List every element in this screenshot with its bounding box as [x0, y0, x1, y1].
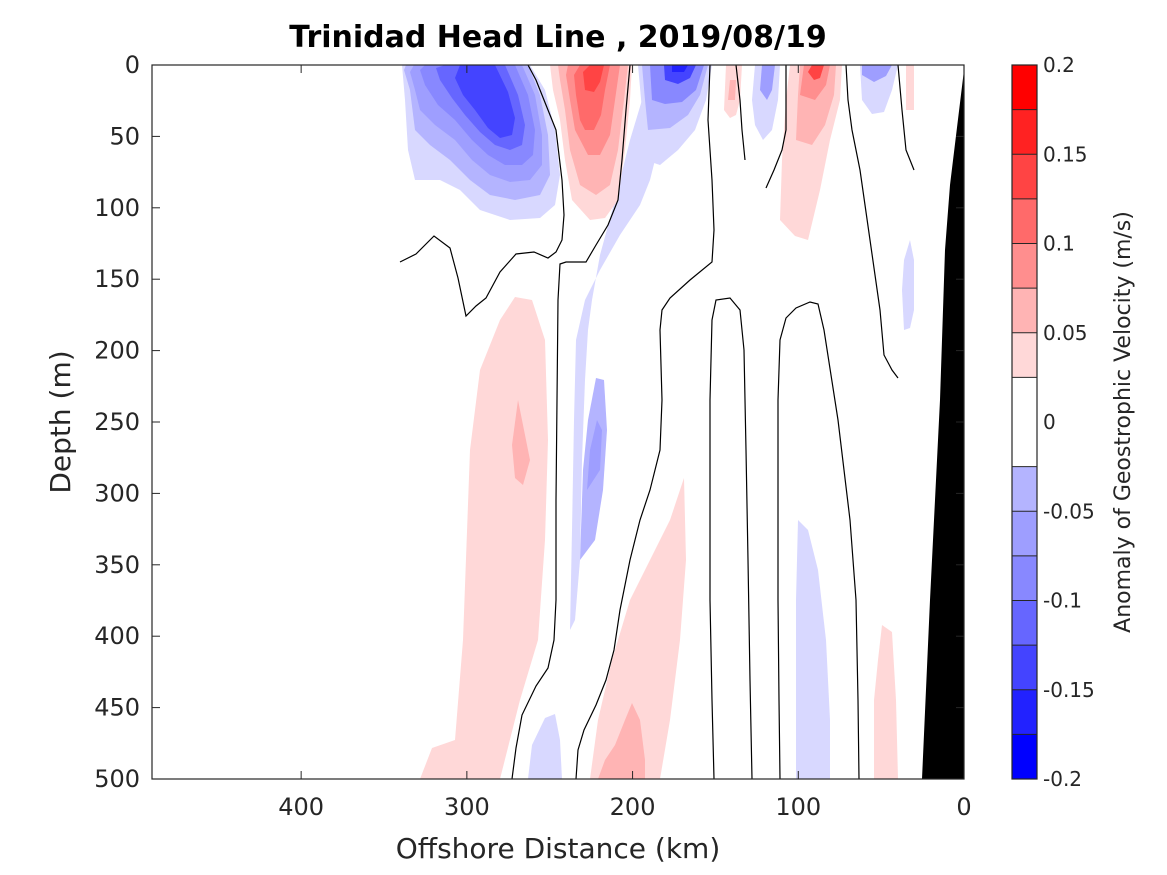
- colorbar-label: Anomaly of Geostrophic Velocity (m/s): [1111, 211, 1136, 633]
- colorbar-band: [1012, 332, 1037, 378]
- contour-fills: [402, 65, 914, 779]
- fill-neg-upper-115-b: [760, 65, 775, 100]
- colorbar-tick-label: 0: [1043, 410, 1056, 434]
- x-axis: 400 300 200 100 0: [278, 65, 972, 821]
- colorbar-band: [1012, 377, 1037, 467]
- x-tick-label: 400: [278, 793, 324, 821]
- fill-neg-mid-core2: [587, 420, 602, 490]
- fill-neg-upper-115: [752, 65, 780, 140]
- bottom-mask: [922, 70, 964, 779]
- colorbar-band: [1012, 734, 1037, 779]
- contour-line-6: [735, 65, 746, 161]
- y-tick-label: 350: [94, 551, 140, 579]
- colorbar-tick-label: 0.15: [1043, 142, 1088, 166]
- y-tick-label: 450: [94, 694, 140, 722]
- colorbar-tick-label: -0.05: [1043, 499, 1095, 523]
- y-axis: 0 50 100 150 200 250 300 350 400 450 500: [94, 51, 964, 793]
- y-tick-label: 200: [94, 337, 140, 365]
- colorbar-band: [1012, 198, 1037, 244]
- y-tick-label: 150: [94, 265, 140, 293]
- fill-pos-deep-east: [874, 625, 898, 779]
- y-tick-label: 500: [94, 765, 140, 793]
- colorbar-tick-label: -0.1: [1043, 589, 1082, 613]
- contour-line-3: [575, 65, 715, 779]
- fill-neg-upper-175-e: [672, 65, 688, 72]
- colorbar: -0.2 -0.15 -0.1 -0.05 0 0.05 0.1 0.15 0.2: [1011, 53, 1095, 791]
- fill-neg-upper-50-b: [862, 65, 892, 82]
- contour-line-1: [399, 65, 565, 318]
- y-tick-label: 0: [125, 51, 140, 79]
- chart-title: Trinidad Head Line , 2019/08/19: [289, 20, 826, 55]
- fill-pos-deep-mid: [590, 478, 686, 779]
- contour-line-2: [511, 65, 631, 779]
- colorbar-tick-label: -0.2: [1043, 767, 1082, 791]
- y-tick-label: 50: [109, 122, 140, 150]
- y-tick-label: 100: [94, 194, 140, 222]
- colorbar-band: [1012, 154, 1037, 199]
- colorbar-band: [1012, 555, 1037, 601]
- fill-pos-upper-east-c: [800, 65, 830, 100]
- contour-line-5: [777, 301, 860, 779]
- x-tick-label: 300: [444, 793, 490, 821]
- fill-pos-upper-230-e: [583, 65, 604, 92]
- contour-line-7: [765, 65, 787, 189]
- fill-neg-deep-east: [796, 520, 830, 779]
- colorbar-tick-label: 0.05: [1043, 321, 1088, 345]
- colorbar-band: [1012, 645, 1037, 690]
- contour-line-8: [845, 65, 899, 379]
- colorbar-tick-label: 0.1: [1043, 232, 1075, 256]
- colorbar-band: [1012, 511, 1037, 556]
- colorbar-tick-label: -0.15: [1043, 678, 1095, 702]
- colorbar-band: [1012, 243, 1037, 289]
- zero-contours: [399, 65, 915, 779]
- fill-pos-deep-west-core: [512, 400, 530, 485]
- fill-neg-deep-small: [528, 714, 562, 779]
- y-tick-label: 400: [94, 622, 140, 650]
- colorbar-band: [1012, 689, 1037, 735]
- x-tick-label: 200: [610, 793, 656, 821]
- colorbar-band: [1012, 109, 1037, 155]
- fill-pos-upper-east-d: [808, 65, 824, 80]
- fill-pos-deep-mid-core: [598, 703, 645, 779]
- x-tick-label: 100: [775, 793, 821, 821]
- x-axis-label: Offshore Distance (km): [396, 832, 721, 865]
- y-axis-label: Depth (m): [44, 350, 77, 493]
- contour-line-9: [897, 65, 915, 171]
- fill-neg-upper-283-f: [455, 65, 515, 138]
- fill-pos-upper-45: [906, 65, 914, 110]
- contour-line-4: [709, 297, 753, 779]
- colorbar-tick-label: 0.2: [1043, 53, 1075, 77]
- fill-pos-upper-230-d: [574, 65, 610, 130]
- colorbar-band: [1012, 65, 1037, 110]
- x-tick-label: 0: [956, 793, 971, 821]
- colorbar-frame: [1011, 64, 1038, 780]
- y-tick-label: 250: [94, 408, 140, 436]
- colorbar-band: [1012, 288, 1037, 333]
- fill-neg-small-east: [902, 240, 914, 330]
- y-tick-label: 300: [94, 479, 140, 507]
- colorbar-band: [1012, 600, 1037, 646]
- colorbar-band: [1012, 466, 1037, 512]
- fill-pos-upper-137-b: [728, 80, 736, 100]
